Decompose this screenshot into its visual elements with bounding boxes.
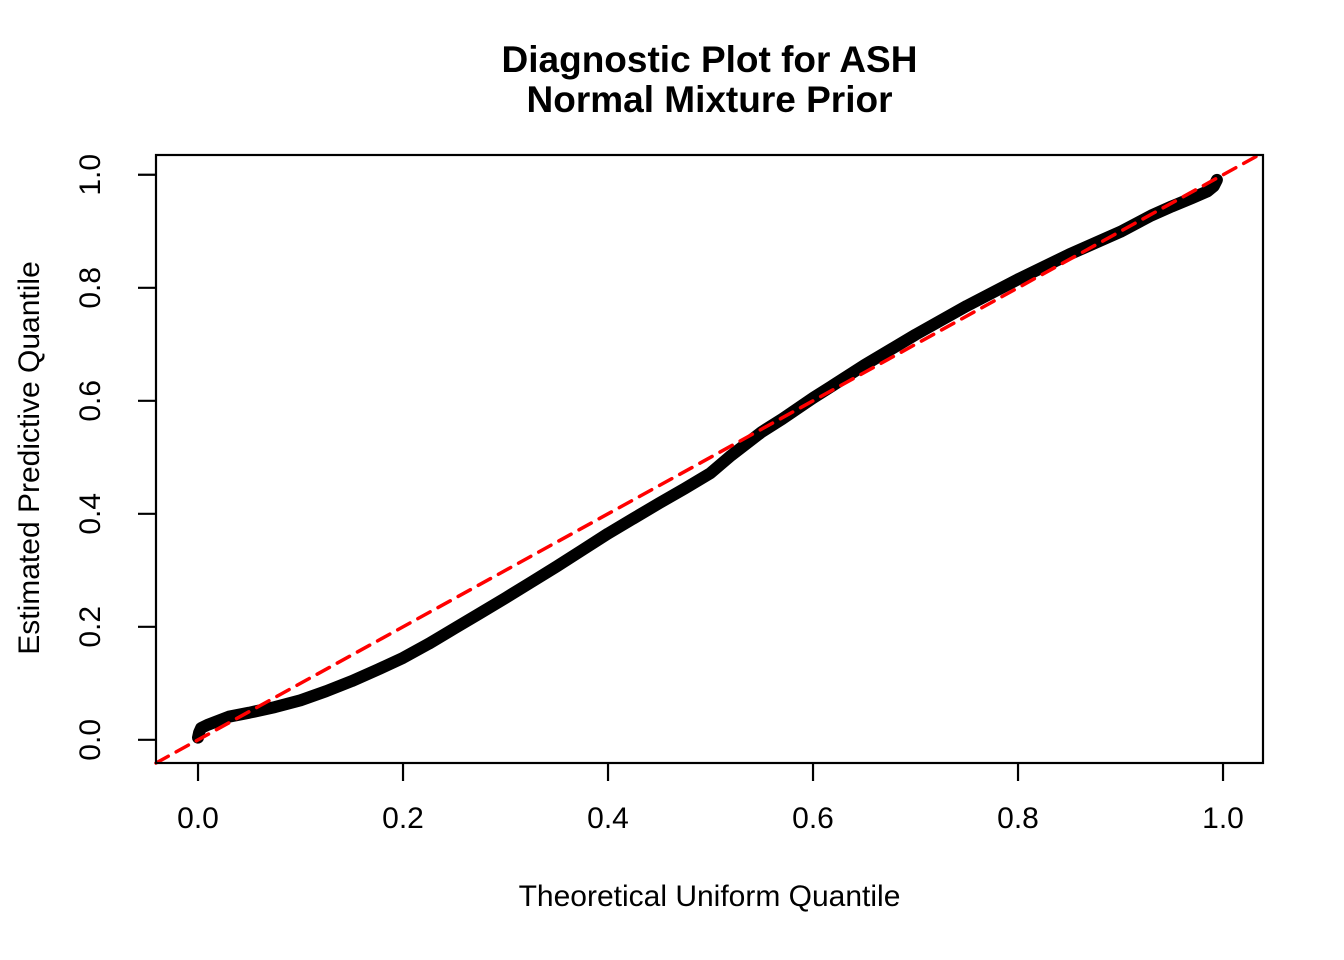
y-axis-tick-label: 0.4	[74, 493, 107, 535]
plot-title-line1: Diagnostic Plot for ASH	[501, 39, 918, 80]
x-axis-tick-label: 0.2	[382, 802, 424, 835]
plot-title-line2: Normal Mixture Prior	[526, 79, 893, 120]
y-axis-tick-label: 0.6	[74, 380, 107, 422]
x-axis-tick-label: 0.6	[792, 802, 834, 835]
y-axis-title: Estimated Predictive Quantile	[13, 261, 46, 655]
x-axis-tick-label: 0.8	[997, 802, 1039, 835]
x-axis-tick-label: 1.0	[1202, 802, 1244, 835]
y-axis-tick-label: 0.2	[74, 606, 107, 648]
reference-diagonal-y-equals-x	[154, 153, 1261, 765]
y-axis-tick-label: 0.0	[74, 719, 107, 761]
y-axis-tick-label: 0.8	[74, 267, 107, 309]
estimated-predictive-quantile-curve	[192, 173, 1223, 744]
x-axis-tick-label: 0.0	[177, 802, 219, 835]
x-axis-title: Theoretical Uniform Quantile	[518, 880, 901, 913]
plot-title: Diagnostic Plot for ASH Normal Mixture P…	[156, 40, 1263, 120]
y-axis-tick-label: 1.0	[74, 154, 107, 196]
plot-box	[154, 153, 1265, 765]
x-axis-tick-label: 0.4	[587, 802, 629, 835]
